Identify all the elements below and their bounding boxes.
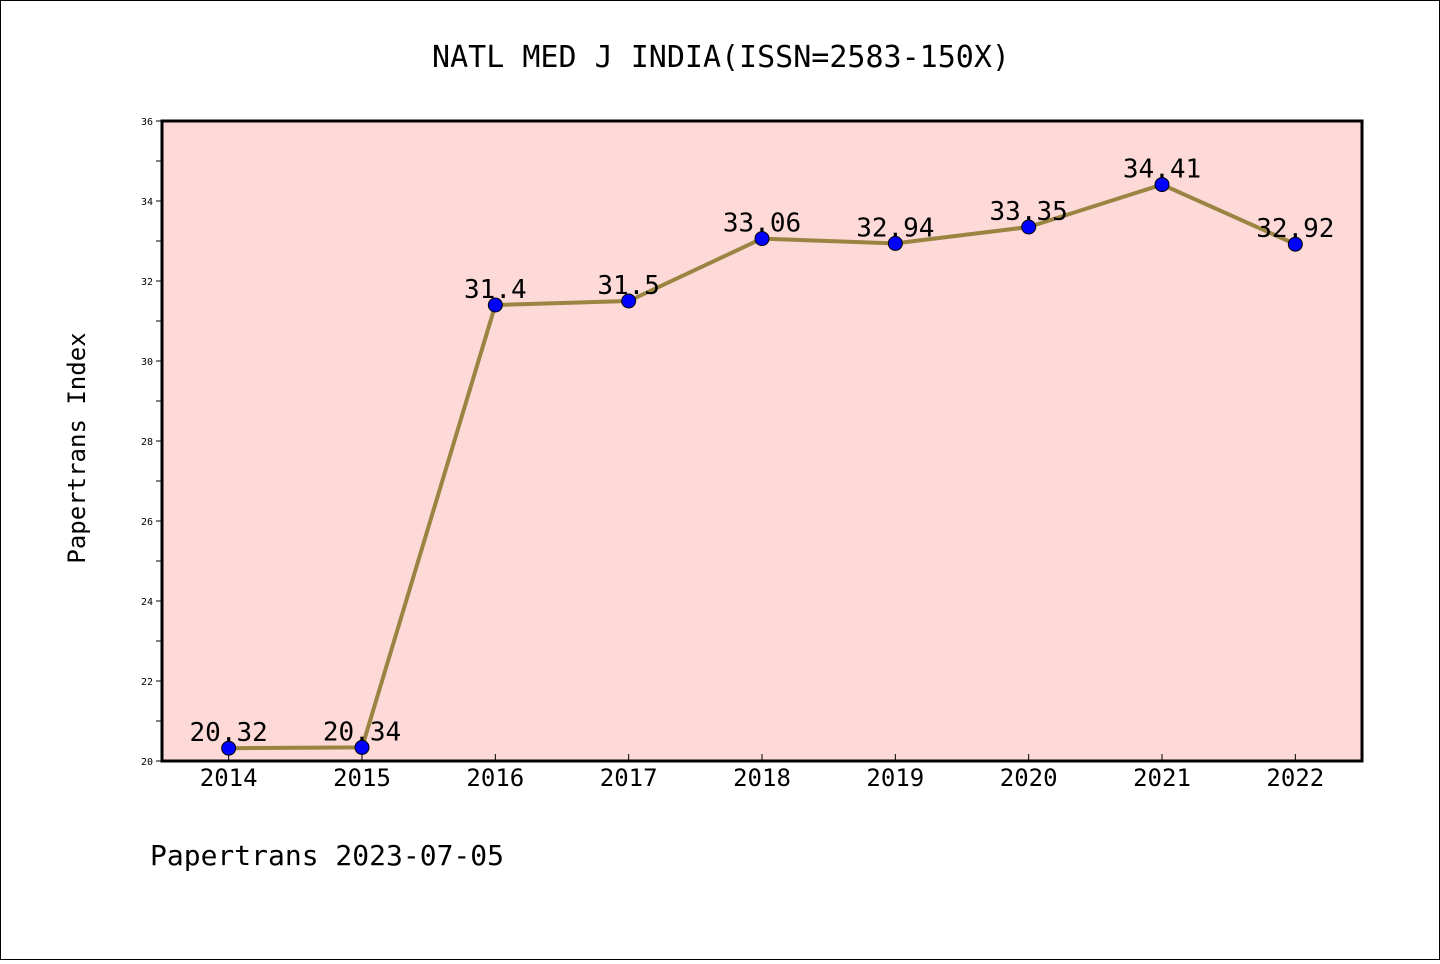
- y-tick-label: 24: [141, 597, 153, 608]
- data-point-marker: [1287, 236, 1303, 252]
- y-tick-label: 28: [141, 437, 153, 448]
- data-point-marker: [887, 235, 903, 251]
- y-tick-label: 32: [141, 277, 153, 288]
- footer-text: Papertrans 2023-07-05: [150, 839, 504, 872]
- y-axis-label: Papertrans Index: [63, 332, 91, 563]
- x-tick-label: 2019: [866, 764, 924, 792]
- y-tick-label: 20: [141, 757, 153, 768]
- y-axis-ticks: 20 22 24 26 28 30 32 34 36: [141, 117, 162, 768]
- x-tick-label: 2017: [600, 764, 658, 792]
- plot-area: [160, 119, 1364, 763]
- x-tick-label: 2016: [466, 764, 524, 792]
- y-tick-label: 22: [141, 677, 153, 688]
- x-tick-label: 2021: [1133, 764, 1191, 792]
- y-tick-label: 34: [141, 197, 153, 208]
- data-label: 32.94: [856, 213, 934, 243]
- chart-title: NATL MED J INDIA(ISSN=2583-150X): [432, 40, 1010, 75]
- data-point-marker: [754, 231, 770, 247]
- x-tick-label: 2015: [333, 764, 391, 792]
- data-labels: 20.32 20.34 31.4 31.5 33.06 32.94 33.35 34.41 32…: [190, 155, 1335, 749]
- x-tick-label: 2014: [200, 764, 258, 792]
- data-point-marker: [221, 740, 237, 756]
- data-label: 32.92: [1256, 214, 1334, 244]
- data-point-marker: [487, 297, 503, 313]
- data-label: 31.5: [597, 271, 660, 301]
- data-label: 31.4: [464, 275, 527, 305]
- data-label: 34.41: [1123, 155, 1201, 185]
- data-point-marker: [1021, 219, 1037, 235]
- x-tick-label: 2020: [1000, 764, 1058, 792]
- x-tick-label: 2022: [1266, 764, 1324, 792]
- y-tick-label: 30: [141, 357, 153, 368]
- series-markers: [221, 177, 1303, 756]
- x-tick-label: 2018: [733, 764, 791, 792]
- y-tick-label: 36: [141, 117, 153, 128]
- data-label: 20.34: [323, 717, 401, 747]
- x-axis-ticks: 2014 2015 2016 2017 2018 2019 2020 2021 2022: [200, 754, 1324, 792]
- data-point-marker: [1154, 177, 1170, 193]
- data-label: 20.32: [190, 718, 268, 748]
- data-point-marker: [621, 293, 637, 309]
- y-tick-label: 26: [141, 517, 153, 528]
- data-label: 33.06: [723, 209, 801, 239]
- data-label: 33.35: [990, 197, 1068, 227]
- data-point-marker: [354, 739, 370, 755]
